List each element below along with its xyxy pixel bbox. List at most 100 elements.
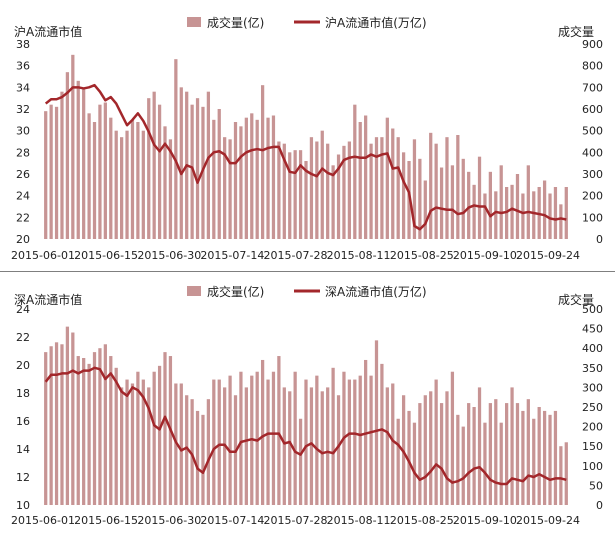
- panel1-market-value-line: [44, 83, 567, 231]
- p2-volume-bar: [130, 383, 135, 505]
- p2-volume-bar: [429, 391, 433, 505]
- p2-volume-bar: [548, 414, 552, 505]
- p1-volume-bar: [396, 137, 400, 239]
- p2-volume-bar: [412, 422, 417, 505]
- p1-x-tick-label: 2015-09-24: [516, 249, 580, 262]
- p2-volume-bar: [76, 356, 80, 505]
- p1-volume-bar: [380, 137, 384, 239]
- p1-left-tick-label: 24: [16, 190, 30, 203]
- p2-volume-bar: [553, 410, 558, 505]
- p1-volume-bar: [266, 117, 270, 239]
- p2-right-tick-label: 300: [582, 381, 603, 394]
- panel1-x-ticks: 2015-06-01 2015-06-15 2015-06-30 2015-07-14…: [11, 249, 580, 262]
- p2-volume-bar: [87, 363, 91, 505]
- panel1-legend-bar-swatch: [187, 17, 201, 27]
- p1-volume-bar: [87, 113, 91, 239]
- p2-volume-bar: [445, 391, 449, 505]
- p1-volume-bar: [60, 91, 64, 239]
- p2-volume-bar: [271, 371, 276, 505]
- p1-left-tick-label: 22: [16, 211, 30, 224]
- p2-volume-bar: [65, 326, 70, 505]
- p2-volume-bar: [179, 383, 183, 505]
- p1-volume-bar: [206, 91, 211, 239]
- p1-right-tick-label: 800: [582, 60, 603, 73]
- p2-right-tick-label: 250: [582, 401, 603, 414]
- p1-volume-bar: [434, 143, 438, 239]
- p1-volume-bar: [548, 193, 552, 239]
- p1-left-tick-label: 30: [16, 125, 30, 138]
- p1-volume-bar: [461, 158, 465, 239]
- p2-volume-bar: [103, 344, 107, 505]
- p2-right-tick-label: 0: [596, 499, 603, 512]
- p1-volume-bar: [195, 98, 200, 239]
- p1-volume-bar: [445, 137, 449, 239]
- p2-volume-bar: [298, 418, 303, 505]
- p1-volume-bar: [488, 171, 492, 239]
- p2-volume-bar: [217, 379, 221, 505]
- p1-left-tick-label: 36: [16, 60, 30, 73]
- p2-volume-bar: [185, 395, 189, 505]
- p2-volume-bar: [157, 365, 162, 505]
- p2-volume-bar: [206, 399, 211, 505]
- p2-volume-bar: [385, 387, 389, 505]
- p1-x-tick-label: 2015-06-30: [137, 249, 201, 262]
- p1-volume-bar: [152, 91, 156, 239]
- panel1-right-ticks: 0 100 200 300 400 500 600 700 800 900: [582, 38, 603, 246]
- p2-volume-bar: [141, 379, 145, 505]
- p2-volume-bar: [537, 407, 541, 505]
- p2-volume-bar: [336, 395, 341, 505]
- p1-right-tick-label: 500: [582, 125, 603, 138]
- p2-volume-bar: [331, 367, 335, 505]
- p1-left-tick-label: 38: [16, 38, 30, 51]
- p1-volume-bar: [564, 187, 568, 239]
- p2-x-tick-label: 2015-09-10: [453, 514, 517, 527]
- p1-volume-bar: [271, 115, 276, 239]
- p1-volume-bar: [320, 130, 324, 239]
- p2-volume-bar: [456, 414, 460, 505]
- p1-right-tick-label: 600: [582, 103, 603, 116]
- p1-left-tick-label: 28: [16, 146, 30, 159]
- p1-volume-bar: [120, 137, 124, 239]
- p1-volume-bar: [179, 87, 183, 239]
- p1-right-tick-label: 0: [596, 233, 603, 246]
- p2-volume-bar: [461, 426, 465, 505]
- p2-right-tick-label: 450: [582, 323, 603, 336]
- p1-volume-bar: [71, 54, 75, 239]
- p2-volume-bar: [374, 340, 379, 505]
- p2-right-tick-label: 200: [582, 421, 603, 434]
- panel2-legend-bar-swatch: [187, 286, 201, 296]
- p1-volume-bar: [309, 137, 314, 239]
- p2-volume-bar: [505, 403, 509, 505]
- p1-volume-bar: [277, 141, 281, 239]
- p1-volume-bar: [477, 156, 482, 239]
- p1-volume-bar: [429, 132, 433, 239]
- p2-volume-bar: [510, 387, 514, 505]
- p2-volume-bar: [439, 403, 444, 505]
- p1-volume-bar: [223, 137, 227, 239]
- panel2-x-ticks: 2015-06-01 2015-06-15 2015-06-30 2015-07-14…: [11, 514, 580, 527]
- p2-right-tick-label: 350: [582, 362, 603, 375]
- p1-volume-bar: [260, 85, 265, 239]
- p2-volume-bar: [494, 399, 498, 505]
- p1-right-tick-label: 400: [582, 146, 603, 159]
- p2-volume-bar: [477, 387, 482, 505]
- p2-volume-bar: [423, 395, 427, 505]
- p2-volume-bar: [521, 410, 525, 505]
- p2-x-tick-label: 2015-06-15: [74, 514, 138, 527]
- p2-volume-bar: [54, 342, 59, 505]
- p2-x-tick-label: 2015-06-30: [137, 514, 201, 527]
- p1-volume-bar: [494, 191, 498, 239]
- p2-x-tick-label: 2015-08-25: [390, 514, 454, 527]
- p2-volume-bar: [358, 375, 362, 505]
- panel1-legend-line-label: 沪A流通市值(万亿): [325, 15, 427, 30]
- p1-volume-bar: [336, 154, 341, 239]
- p1-volume-bar: [559, 204, 563, 239]
- p1-volume-bar: [532, 191, 536, 239]
- p1-volume-bar: [239, 126, 243, 239]
- p2-volume-bar: [71, 332, 75, 505]
- p2-volume-bar: [407, 410, 411, 505]
- p2-volume-bar: [136, 371, 140, 505]
- p2-left-tick-label: 18: [16, 387, 30, 400]
- p1-x-tick-label: 2015-07-28: [264, 249, 328, 262]
- p1-volume-bar: [92, 122, 97, 239]
